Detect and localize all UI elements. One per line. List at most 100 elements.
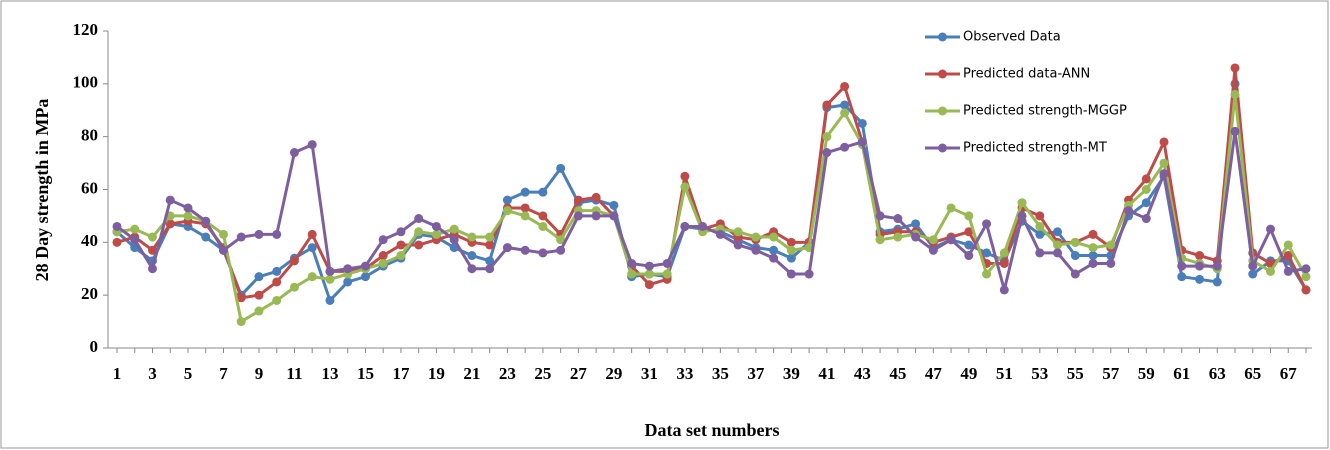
data-point	[840, 81, 850, 91]
data-point	[502, 206, 512, 216]
x-tick-label: 17	[392, 364, 410, 383]
legend-marker	[938, 32, 947, 42]
data-point	[130, 224, 140, 234]
data-point	[964, 251, 974, 261]
data-point	[627, 258, 637, 268]
data-point	[1088, 229, 1098, 239]
data-point	[343, 277, 353, 287]
data-point	[183, 211, 193, 221]
legend-marker	[938, 69, 947, 79]
data-point	[1212, 277, 1222, 287]
data-point	[485, 232, 495, 242]
data-point	[644, 269, 654, 279]
data-point	[733, 240, 743, 250]
data-point	[804, 269, 814, 279]
data-point	[325, 274, 335, 284]
data-point	[396, 227, 406, 237]
legend-label: Predicted strength-MGGP	[963, 104, 1127, 119]
data-point	[751, 245, 761, 255]
y-tick-label: 60	[81, 178, 98, 197]
legend-label: Predicted data-ANN	[963, 67, 1090, 82]
legend-label: Predicted strength-MT	[963, 141, 1107, 156]
x-tick-label: 37	[747, 364, 765, 383]
data-point	[378, 235, 388, 245]
x-tick-label: 63	[1209, 364, 1226, 383]
x-tick-label: 11	[286, 364, 302, 383]
data-point	[1266, 224, 1276, 234]
data-point	[786, 269, 796, 279]
x-tick-label: 65	[1244, 364, 1261, 383]
data-point	[1035, 229, 1045, 239]
legend-label: Observed Data	[963, 30, 1061, 45]
data-point	[875, 211, 885, 221]
data-point	[680, 221, 690, 231]
data-point	[520, 187, 530, 197]
data-point	[840, 108, 850, 118]
data-point	[857, 137, 867, 147]
data-point	[875, 235, 885, 245]
data-point	[1159, 169, 1169, 179]
data-point	[520, 245, 530, 255]
data-point	[591, 211, 601, 221]
data-point	[1266, 266, 1276, 276]
data-point	[609, 211, 619, 221]
data-point	[1017, 198, 1027, 208]
data-point	[822, 148, 832, 158]
data-point	[1283, 251, 1293, 261]
data-point	[1088, 243, 1098, 253]
data-point	[556, 235, 566, 245]
data-point	[467, 264, 477, 274]
data-point	[999, 285, 1009, 295]
x-tick-label: 29	[605, 364, 622, 383]
data-point	[556, 163, 566, 173]
data-point	[538, 187, 548, 197]
data-point	[964, 227, 974, 237]
x-tick-label: 21	[463, 364, 480, 383]
data-point	[591, 192, 601, 202]
data-point	[538, 221, 548, 231]
data-point	[254, 306, 264, 316]
data-point	[201, 216, 211, 226]
data-point	[1301, 272, 1311, 282]
data-point	[911, 219, 921, 229]
data-point	[786, 245, 796, 255]
data-point	[609, 200, 619, 210]
data-point	[1088, 258, 1098, 268]
data-point	[964, 211, 974, 221]
data-point	[644, 280, 654, 290]
data-point	[769, 253, 779, 263]
x-tick-label: 41	[818, 364, 835, 383]
data-point	[1159, 137, 1169, 147]
data-point	[1141, 174, 1151, 184]
data-point	[715, 229, 725, 239]
data-point	[485, 264, 495, 274]
x-tick-label: 57	[1102, 364, 1120, 383]
y-tick-label: 120	[73, 20, 99, 39]
data-point	[1053, 248, 1063, 258]
data-point	[485, 240, 495, 250]
data-point	[627, 269, 637, 279]
data-point	[751, 232, 761, 242]
data-point	[325, 295, 335, 305]
data-point	[1177, 272, 1187, 282]
data-point	[520, 203, 530, 213]
data-point	[112, 221, 122, 231]
data-point	[769, 232, 779, 242]
data-point	[254, 229, 264, 239]
data-point	[378, 251, 388, 261]
data-point	[360, 272, 370, 282]
data-point	[431, 229, 441, 239]
x-tick-label: 13	[321, 364, 338, 383]
x-tick-label: 19	[428, 364, 445, 383]
data-point	[307, 272, 317, 282]
data-point	[467, 232, 477, 242]
y-tick-label: 20	[81, 284, 98, 303]
data-point	[520, 211, 530, 221]
x-tick-label: 25	[534, 364, 551, 383]
data-point	[485, 256, 495, 266]
data-point	[1088, 251, 1098, 261]
x-tick-label: 45	[889, 364, 906, 383]
data-point	[1141, 185, 1151, 194]
